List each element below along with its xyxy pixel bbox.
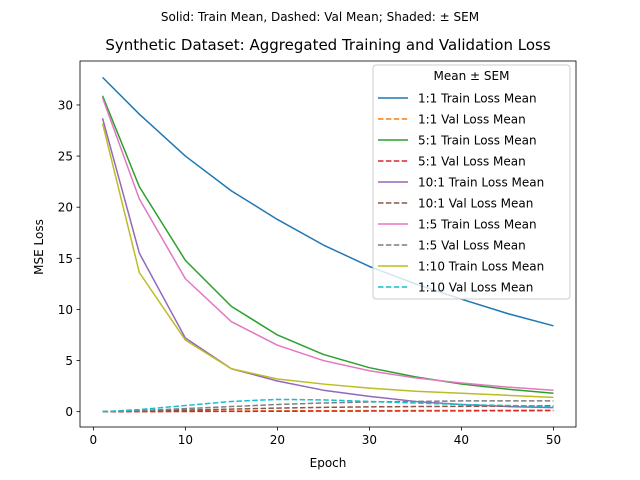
- legend-label: 10:1 Train Loss Mean: [418, 176, 544, 190]
- x-tick-label: 10: [178, 433, 193, 447]
- y-tick-label: 5: [65, 354, 73, 368]
- series-line-10: [102, 398, 554, 413]
- y-tick-label: 10: [58, 303, 73, 317]
- x-axis-label: Epoch: [310, 456, 347, 470]
- series-line-3: [101, 95, 554, 395]
- series-line-9: [101, 123, 554, 399]
- x-tick-label: 0: [90, 433, 98, 447]
- x-tick-label: 40: [454, 433, 469, 447]
- legend-label: 1:1 Train Loss Mean: [418, 92, 537, 106]
- y-tick-label: 0: [65, 405, 73, 419]
- series-line-1: [102, 76, 554, 327]
- legend: Mean ± SEM 1:1 Train Loss Mean 1:1 Val Los…: [372, 64, 571, 300]
- legend-label: 5:1 Train Loss Mean: [418, 134, 537, 148]
- x-tick-label: 30: [362, 433, 377, 447]
- chart-title: Synthetic Dataset: Aggregated Training a…: [105, 36, 550, 54]
- legend-label: 1:5 Train Loss Mean: [418, 218, 537, 232]
- legend-label: 5:1 Val Loss Mean: [418, 155, 526, 169]
- y-tick-label: 25: [58, 150, 73, 164]
- legend-label: 10:1 Val Loss Mean: [418, 197, 533, 211]
- y-tick-label: 30: [58, 98, 73, 112]
- x-tick-label: 20: [270, 433, 285, 447]
- legend-box: [372, 64, 571, 300]
- axes: 0 10 20 30 40 50 0 5 10 15 20 25 30: [58, 60, 577, 447]
- legend-title: Mean ± SEM: [434, 69, 510, 83]
- legend-label: 1:10 Train Loss Mean: [418, 260, 544, 274]
- chart-suptitle: Solid: Train Mean, Dashed: Val Mean; Sha…: [161, 10, 479, 24]
- axes-frame: [79, 60, 577, 428]
- series-line-4: [102, 409, 554, 413]
- y-tick-label: 15: [58, 252, 73, 266]
- series-line-8: [102, 400, 554, 413]
- legend-label: 1:1 Val Loss Mean: [418, 113, 526, 127]
- y-tick-label: 20: [58, 201, 73, 215]
- legend-label: 1:5 Val Loss Mean: [418, 239, 526, 253]
- series-line-6: [102, 404, 554, 413]
- x-tick-label: 50: [546, 433, 561, 447]
- plot-area: [101, 76, 554, 413]
- series-line-7: [101, 97, 554, 391]
- legend-label: 1:10 Val Loss Mean: [418, 281, 533, 295]
- y-axis-label: MSE Loss: [32, 219, 46, 275]
